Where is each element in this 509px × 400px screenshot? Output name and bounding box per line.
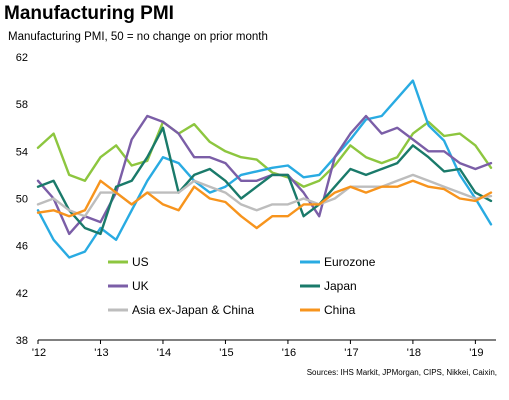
legend-label-asia-ex-japan-china: Asia ex-Japan & China	[132, 303, 254, 317]
legend-label-us: US	[132, 255, 149, 269]
y-tick-label: 62	[16, 52, 28, 64]
legend-label-china: China	[324, 303, 356, 317]
chart-source: Sources: IHS Markit, JPMorgan, CIPS, Nik…	[306, 368, 497, 377]
y-tick-label: 42	[16, 288, 28, 300]
legend-label-eurozone: Eurozone	[324, 255, 376, 269]
y-tick-label: 58	[16, 99, 28, 111]
x-tick-label: '16	[282, 347, 296, 359]
axes: 38 42 46 50 54 58 62 '12 '13 '14 '15 '16 '17 '18 '19	[16, 52, 496, 359]
series-lines	[36, 79, 493, 259]
y-tick-label: 38	[16, 335, 28, 347]
series-line-us	[36, 120, 493, 188]
chart-title: Manufacturing PMI	[4, 3, 174, 24]
chart-subtitle: Manufacturing PMI, 50 = no change on pri…	[8, 31, 268, 43]
y-tick-label: 46	[16, 241, 28, 253]
series-line-china	[36, 179, 493, 230]
y-tick-label: 50	[16, 194, 28, 206]
x-tick-label: '19	[469, 347, 483, 359]
x-tick-label: '12	[32, 347, 46, 359]
x-tick-label: '18	[407, 347, 421, 359]
x-tick-label: '17	[344, 347, 358, 359]
series-line-asia-ex-japan-china	[36, 173, 493, 218]
series-line-eurozone	[36, 79, 493, 259]
x-tick-label: '15	[219, 347, 233, 359]
legend-label-japan: Japan	[324, 279, 357, 293]
legend: US Eurozone UK Japan Asia ex-Japan & China Ch…	[108, 255, 376, 317]
legend-label-uk: UK	[132, 279, 149, 293]
x-tick-label: '14	[157, 347, 171, 359]
series-line-japan	[36, 126, 493, 236]
y-tick-label: 54	[16, 146, 28, 158]
x-tick-label: '13	[94, 347, 108, 359]
